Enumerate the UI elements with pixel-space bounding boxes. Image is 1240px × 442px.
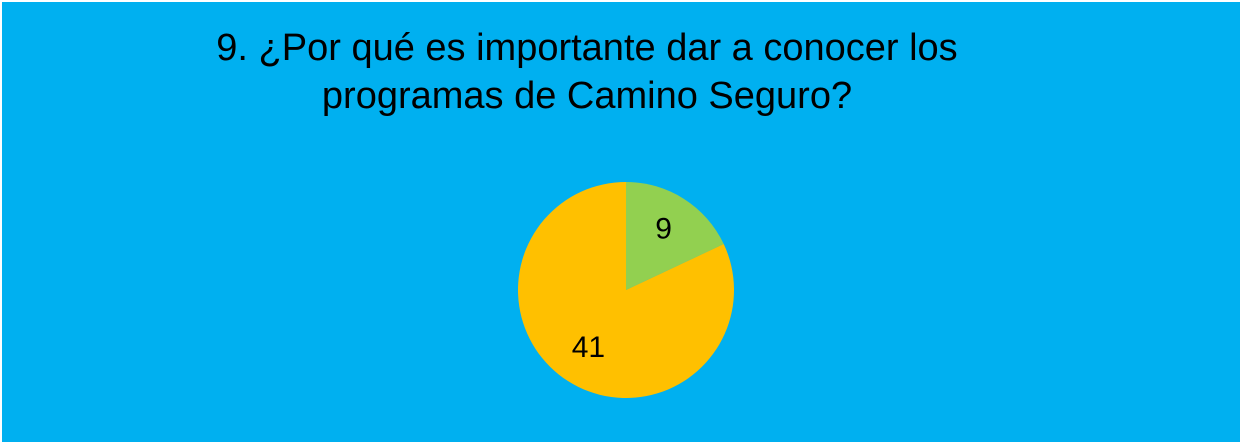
chart-title: 9. ¿Por qué es importante dar a conocer … — [216, 27, 958, 117]
pie-slice — [626, 182, 724, 290]
data-label: 9 — [655, 213, 672, 246]
pie-slice — [518, 182, 734, 398]
data-label: 41 — [572, 331, 605, 364]
